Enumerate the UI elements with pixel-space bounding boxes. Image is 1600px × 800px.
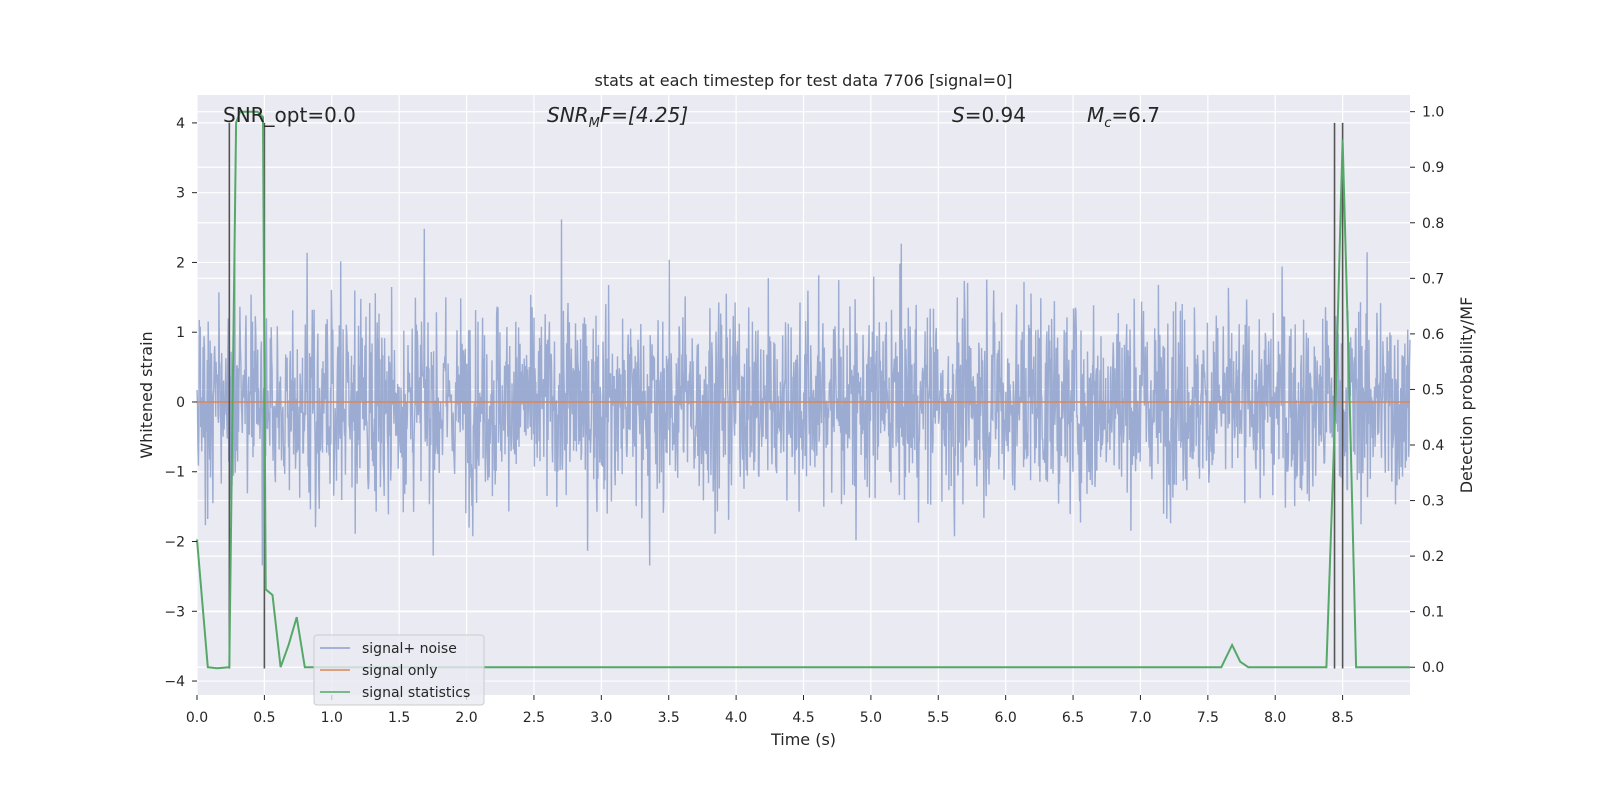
y-right-tick-label: 0.9: [1422, 160, 1444, 176]
x-tick-label: 0.5: [253, 710, 275, 726]
y-axis-left-label: Whitened strain: [137, 331, 156, 458]
legend: signal+ noise signal only signal statist…: [313, 634, 485, 706]
annotation-s: S=0.94: [952, 103, 1026, 127]
x-tick-label: 4.0: [725, 710, 747, 726]
x-tick-label: 6.5: [1062, 710, 1084, 726]
signal-noise-line: [196, 219, 1411, 566]
x-tick-label: 4.5: [792, 710, 814, 726]
y-right-tick-label: 0.2: [1422, 549, 1444, 565]
y-left-tick-label: −2: [164, 535, 185, 551]
y-left-tick-label: −4: [164, 674, 185, 690]
annotation-mc-main: M: [1087, 103, 1104, 127]
annotation-snr-mf: SNRMF=[4.25]: [547, 103, 688, 131]
x-tick-label: 8.5: [1331, 710, 1353, 726]
annotation-s-rest: =0.94: [965, 103, 1026, 127]
x-tick-label: 2.5: [523, 710, 545, 726]
annotation-snr-opt: SNR_opt=0.0: [223, 103, 356, 127]
y-right-tick-label: 0.1: [1422, 605, 1444, 621]
y-right-tick-label: 0.8: [1422, 216, 1444, 232]
y-left-tick-label: 4: [176, 116, 185, 132]
y-left-tick-label: −3: [164, 604, 185, 620]
x-tick-label: 2.0: [455, 710, 477, 726]
x-tick-label: 1.5: [388, 710, 410, 726]
annotation-snr-mf-rest: F=[4.25]: [600, 103, 688, 127]
annotation-mc-rest: =6.7: [1111, 103, 1160, 127]
legend-box: [313, 634, 485, 706]
y-left-tick-label: −1: [164, 465, 185, 481]
x-tick-label: 5.5: [927, 710, 949, 726]
y-right-tick-label: 0.3: [1422, 494, 1444, 510]
annotation-mc-sub: c: [1104, 116, 1111, 131]
axis-ticks: 0.0 0.5 1.0 1.5 2.0 2.5 3.0 3.5 4.0 4.5 5.0 5.5 6.0 6…: [164, 105, 1444, 726]
annotation-snr-mf-main: SNR: [547, 103, 589, 127]
annotation-snr-mf-sub: M: [589, 116, 600, 131]
x-tick-label: 6.0: [995, 710, 1017, 726]
x-tick-label: 5.0: [860, 710, 882, 726]
signal-noise-series: [196, 219, 1411, 566]
x-tick-label: 3.5: [658, 710, 680, 726]
x-axis-label: Time (s): [770, 730, 836, 749]
y-right-tick-label: 0.7: [1422, 271, 1444, 287]
y-right-tick-label: 0.4: [1422, 438, 1444, 454]
chart-title: stats at each timestep for test data 770…: [594, 71, 1012, 90]
x-tick-label: 8.0: [1264, 710, 1286, 726]
x-tick-label: 3.0: [590, 710, 612, 726]
signal-statistics-line: [196, 110, 1410, 670]
annotation-s-main: S: [952, 103, 965, 127]
legend-label-signal-noise: signal+ noise: [362, 641, 457, 657]
y-left-tick-label: 3: [176, 186, 185, 202]
y-right-tick-label: 0.0: [1422, 660, 1444, 676]
legend-label-signal-statistics: signal statistics: [362, 685, 470, 701]
legend-label-signal-only: signal only: [362, 663, 437, 679]
y-right-tick-label: 1.0: [1422, 105, 1444, 121]
annotation-mc: Mc=6.7: [1087, 103, 1160, 131]
y-right-tick-label: 0.6: [1422, 327, 1444, 343]
y-axis-right-label: Detection probability/MF: [1457, 297, 1476, 494]
y-right-tick-label: 0.5: [1422, 382, 1444, 398]
x-tick-label: 1.0: [321, 710, 343, 726]
x-tick-label: 7.0: [1129, 710, 1151, 726]
x-tick-label: 0.0: [186, 710, 208, 726]
x-tick-label: 7.5: [1197, 710, 1219, 726]
y-left-tick-label: 1: [176, 325, 185, 341]
y-left-tick-label: 0: [176, 395, 185, 411]
y-left-tick-label: 2: [176, 255, 185, 271]
